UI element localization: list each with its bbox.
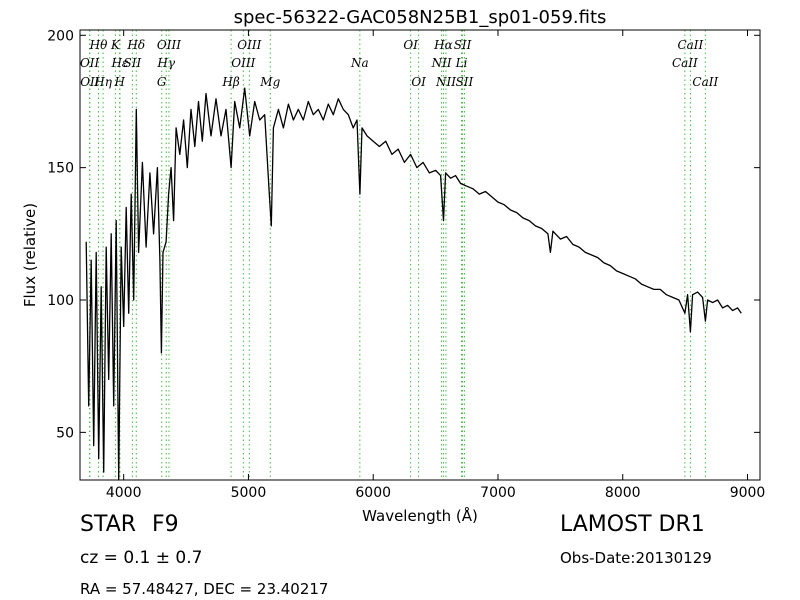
redshift-value: cz = 0.1 ± 0.7 bbox=[80, 548, 203, 568]
emission-line-label: Hγ bbox=[156, 56, 175, 70]
x-tick-label: 9000 bbox=[730, 485, 766, 501]
object-subclass: F9 bbox=[152, 512, 179, 537]
x-tick-label: 4000 bbox=[106, 485, 142, 501]
emission-line-label: NII bbox=[435, 75, 456, 89]
emission-line-label: OI bbox=[411, 75, 426, 89]
emission-line-label: Hη bbox=[93, 75, 112, 89]
plot-frame bbox=[79, 29, 761, 481]
y-tick-label: 50 bbox=[56, 425, 74, 441]
x-tick-label: 7000 bbox=[480, 485, 516, 501]
emission-line-label: OII bbox=[80, 75, 100, 89]
x-axis-label: Wavelength (Å) bbox=[362, 506, 478, 525]
coordinates: RA = 57.48427, DEC = 23.40217 bbox=[80, 580, 329, 598]
emission-line-label: Hδ bbox=[126, 38, 145, 52]
emission-line-label: Na bbox=[350, 56, 369, 70]
y-tick-label: 100 bbox=[47, 293, 74, 309]
emission-line-label: SII bbox=[456, 75, 474, 89]
y-tick-label: 150 bbox=[47, 161, 74, 177]
emission-line-label: H bbox=[113, 75, 125, 89]
x-tick-label: 5000 bbox=[231, 485, 267, 501]
spectrum-line bbox=[85, 87, 742, 481]
emission-line-label: Hα bbox=[433, 38, 453, 52]
x-axis-ticks: 4000 5000 6000 7000 8000 9000 bbox=[106, 30, 765, 501]
y-axis-label: Flux (relative) bbox=[21, 203, 39, 307]
x-tick-label: 8000 bbox=[605, 485, 641, 501]
survey-name: LAMOST DR1 bbox=[560, 512, 705, 537]
emission-line-label: K bbox=[110, 38, 121, 52]
y-axis-ticks: 50 100 150 200 bbox=[47, 28, 760, 441]
emission-line-label: SII bbox=[454, 38, 472, 52]
emission-line-label: OI bbox=[403, 38, 418, 52]
emission-line-label: CaII bbox=[677, 38, 703, 52]
emission-line-label: Hθ bbox=[89, 38, 108, 52]
emission-line-label: NII bbox=[431, 56, 452, 70]
emission-line-label: Li bbox=[455, 56, 468, 70]
emission-line-label: Mg bbox=[259, 75, 280, 89]
observation-date: Obs-Date:20130129 bbox=[560, 549, 712, 567]
emission-line-label: CaII bbox=[672, 56, 698, 70]
chart-title: spec-56322-GAC058N25B1_sp01-059.fits bbox=[234, 7, 607, 28]
emission-line-label: SII bbox=[124, 56, 142, 70]
x-tick-label: 6000 bbox=[355, 485, 391, 501]
emission-line-markers bbox=[89, 30, 706, 480]
object-classification: STAR F9 bbox=[80, 512, 195, 537]
emission-line-label: OIII bbox=[157, 38, 181, 52]
emission-line-label: Hε bbox=[110, 56, 128, 70]
object-type: STAR bbox=[80, 512, 137, 537]
emission-line-label: OIII bbox=[237, 38, 261, 52]
emission-line-label: Hβ bbox=[221, 75, 239, 89]
emission-line-label: G bbox=[157, 75, 167, 89]
y-tick-label: 200 bbox=[47, 28, 74, 44]
emission-line-label: OII bbox=[80, 56, 100, 70]
emission-line-label: CaII bbox=[692, 75, 718, 89]
emission-line-label: OIII bbox=[231, 56, 255, 70]
